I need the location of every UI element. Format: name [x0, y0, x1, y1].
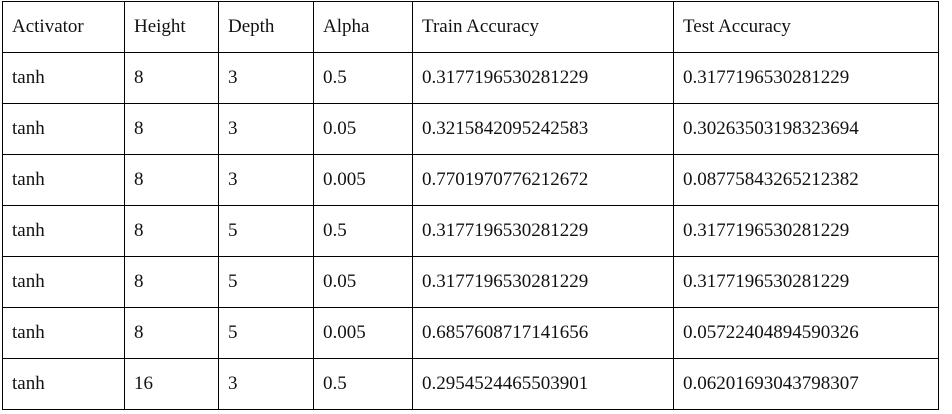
cell-train-accuracy: 0.7701970776212672: [412, 154, 674, 206]
cell-test-accuracy: 0.06201693043798307: [673, 358, 939, 410]
cell-alpha: 0.05: [313, 256, 413, 308]
cell-height: 8: [124, 307, 219, 359]
header-activator: Activator: [2, 1, 125, 53]
table-row: tanh 8 3 0.05 0.3215842095242583 0.30263…: [2, 103, 939, 155]
cell-height: 8: [124, 256, 219, 308]
header-row: Activator Height Depth Alpha Train Accur…: [2, 1, 939, 53]
cell-test-accuracy: 0.05722404894590326: [673, 307, 939, 359]
cell-test-accuracy: 0.3177196530281229: [673, 205, 939, 257]
cell-train-accuracy: 0.3177196530281229: [412, 52, 674, 104]
cell-alpha: 0.005: [313, 307, 413, 359]
table-row: tanh 16 3 0.5 0.2954524465503901 0.06201…: [2, 358, 939, 410]
cell-height: 8: [124, 154, 219, 206]
cell-depth: 3: [218, 52, 314, 104]
cell-activator: tanh: [2, 307, 125, 359]
cell-activator: tanh: [2, 205, 125, 257]
results-table: Activator Height Depth Alpha Train Accur…: [2, 1, 939, 410]
table-row: tanh 8 5 0.5 0.3177196530281229 0.317719…: [2, 205, 939, 257]
cell-depth: 5: [218, 307, 314, 359]
cell-test-accuracy: 0.08775843265212382: [673, 154, 939, 206]
cell-activator: tanh: [2, 256, 125, 308]
table-row: tanh 8 3 0.005 0.7701970776212672 0.0877…: [2, 154, 939, 206]
cell-depth: 3: [218, 154, 314, 206]
cell-alpha: 0.5: [313, 205, 413, 257]
cell-alpha: 0.5: [313, 52, 413, 104]
header-height: Height: [124, 1, 219, 53]
cell-height: 8: [124, 52, 219, 104]
cell-alpha: 0.005: [313, 154, 413, 206]
cell-train-accuracy: 0.3177196530281229: [412, 205, 674, 257]
cell-activator: tanh: [2, 52, 125, 104]
cell-test-accuracy: 0.3177196530281229: [673, 52, 939, 104]
cell-height: 8: [124, 103, 219, 155]
header-alpha: Alpha: [313, 1, 413, 53]
table-row: tanh 8 5 0.005 0.6857608717141656 0.0572…: [2, 307, 939, 359]
cell-height: 8: [124, 205, 219, 257]
header-train-accuracy: Train Accuracy: [412, 1, 674, 53]
cell-alpha: 0.05: [313, 103, 413, 155]
header-test-accuracy: Test Accuracy: [673, 1, 939, 53]
cell-test-accuracy: 0.30263503198323694: [673, 103, 939, 155]
cell-activator: tanh: [2, 154, 125, 206]
cell-test-accuracy: 0.3177196530281229: [673, 256, 939, 308]
cell-depth: 5: [218, 205, 314, 257]
table-row: tanh 8 3 0.5 0.3177196530281229 0.317719…: [2, 52, 939, 104]
cell-height: 16: [124, 358, 219, 410]
cell-depth: 3: [218, 358, 314, 410]
cell-train-accuracy: 0.3177196530281229: [412, 256, 674, 308]
cell-depth: 3: [218, 103, 314, 155]
table-row: tanh 8 5 0.05 0.3177196530281229 0.31771…: [2, 256, 939, 308]
cell-activator: tanh: [2, 358, 125, 410]
cell-depth: 5: [218, 256, 314, 308]
cell-alpha: 0.5: [313, 358, 413, 410]
header-depth: Depth: [218, 1, 314, 53]
cell-train-accuracy: 0.3215842095242583: [412, 103, 674, 155]
cell-activator: tanh: [2, 103, 125, 155]
cell-train-accuracy: 0.2954524465503901: [412, 358, 674, 410]
cell-train-accuracy: 0.6857608717141656: [412, 307, 674, 359]
